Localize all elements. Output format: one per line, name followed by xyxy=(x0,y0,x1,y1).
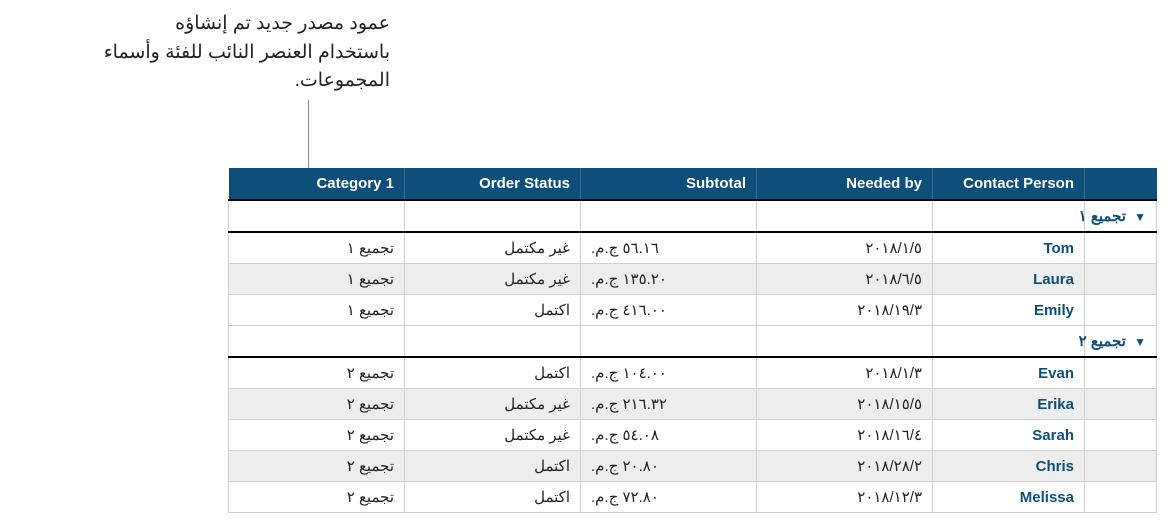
empty-cell xyxy=(1085,357,1157,389)
group-header-row[interactable]: ▼ تجميع ٢ xyxy=(229,326,1157,358)
table-row[interactable]: تجميع ٢غير مكتمل٢١٦.٣٢ ج.م.٢٠١٨/١٥/٥Erik… xyxy=(229,389,1157,420)
cell-needed-by: ٢٠١٨/١٦/٤ xyxy=(757,420,933,451)
empty-cell xyxy=(757,326,933,358)
table-header-row: Category 1 Order Status Subtotal Needed … xyxy=(229,168,1157,200)
table-row[interactable]: تجميع ١غير مكتمل١٣٥.٢٠ ج.م.٢٠١٨/٦/٥Laura xyxy=(229,264,1157,295)
col-header-order-status[interactable]: Order Status xyxy=(405,168,581,200)
empty-cell xyxy=(405,200,581,232)
cell-category: تجميع ٢ xyxy=(229,357,405,389)
disclosure-triangle-icon[interactable]: ▼ xyxy=(1134,335,1146,349)
empty-cell xyxy=(1085,389,1157,420)
table-row[interactable]: تجميع ١اكتمل٤١٦.٠٠ ج.م.٢٠١٨/١٩/٣Emily xyxy=(229,295,1157,326)
cell-needed-by: ٢٠١٨/٦/٥ xyxy=(757,264,933,295)
group-label-cell[interactable]: ▼ تجميع ١ xyxy=(1085,200,1157,232)
cell-contact-person[interactable]: Chris xyxy=(933,451,1085,482)
cell-contact-person[interactable]: Laura xyxy=(933,264,1085,295)
cell-order-status: اكتمل xyxy=(405,357,581,389)
cell-order-status: اكتمل xyxy=(405,451,581,482)
cell-subtotal: ٤١٦.٠٠ ج.م. xyxy=(581,295,757,326)
cell-order-status: اكتمل xyxy=(405,295,581,326)
cell-needed-by: ٢٠١٨/٢٨/٢ xyxy=(757,451,933,482)
cell-subtotal: ١٣٥.٢٠ ج.م. xyxy=(581,264,757,295)
cell-category: تجميع ٢ xyxy=(229,451,405,482)
col-header-contact-person[interactable]: Contact Person xyxy=(933,168,1085,200)
cell-needed-by: ٢٠١٨/١٩/٣ xyxy=(757,295,933,326)
cell-contact-person[interactable]: Erika xyxy=(933,389,1085,420)
table-body: ▼ تجميع ١تجميع ١غير مكتمل٥٦.١٦ ج.م.٢٠١٨/… xyxy=(229,200,1157,513)
cell-needed-by: ٢٠١٨/١٥/٥ xyxy=(757,389,933,420)
empty-cell xyxy=(581,326,757,358)
empty-cell xyxy=(1085,264,1157,295)
cell-order-status: غير مكتمل xyxy=(405,389,581,420)
table-row[interactable]: تجميع ٢اكتمل٧٢.٨٠ ج.م.٢٠١٨/١٢/٣Melissa xyxy=(229,482,1157,513)
cell-contact-person[interactable]: Emily xyxy=(933,295,1085,326)
cell-needed-by: ٢٠١٨/١٢/٣ xyxy=(757,482,933,513)
cell-subtotal: ٢١٦.٣٢ ج.م. xyxy=(581,389,757,420)
cell-needed-by: ٢٠١٨/١/٣ xyxy=(757,357,933,389)
empty-cell xyxy=(1085,451,1157,482)
disclosure-triangle-icon[interactable]: ▼ xyxy=(1134,210,1146,224)
category-table: Category 1 Order Status Subtotal Needed … xyxy=(228,168,1157,513)
cell-order-status: غير مكتمل xyxy=(405,420,581,451)
cell-category: تجميع ٢ xyxy=(229,482,405,513)
cell-contact-person[interactable]: Melissa xyxy=(933,482,1085,513)
empty-cell xyxy=(1085,232,1157,264)
empty-cell xyxy=(933,200,1085,232)
cell-order-status: غير مكتمل xyxy=(405,232,581,264)
col-header-empty xyxy=(1085,168,1157,200)
empty-cell xyxy=(581,200,757,232)
col-header-category[interactable]: Category 1 xyxy=(229,168,405,200)
cell-subtotal: ٥٤.٠٨ ج.م. xyxy=(581,420,757,451)
cell-subtotal: ٢٠.٨٠ ج.م. xyxy=(581,451,757,482)
empty-cell xyxy=(1085,295,1157,326)
cell-category: تجميع ٢ xyxy=(229,389,405,420)
cell-category: تجميع ٢ xyxy=(229,420,405,451)
col-header-subtotal[interactable]: Subtotal xyxy=(581,168,757,200)
empty-cell xyxy=(229,326,405,358)
cell-contact-person[interactable]: Evan xyxy=(933,357,1085,389)
group-label: تجميع ١ xyxy=(1079,208,1126,225)
empty-cell xyxy=(933,326,1085,358)
cell-order-status: غير مكتمل xyxy=(405,264,581,295)
callout-leader-line xyxy=(308,100,309,168)
group-header-row[interactable]: ▼ تجميع ١ xyxy=(229,200,1157,232)
group-label: تجميع ٢ xyxy=(1079,333,1126,350)
cell-contact-person[interactable]: Tom xyxy=(933,232,1085,264)
cell-subtotal: ٧٢.٨٠ ج.م. xyxy=(581,482,757,513)
table-row[interactable]: تجميع ٢اكتمل٢٠.٨٠ ج.م.٢٠١٨/٢٨/٢Chris xyxy=(229,451,1157,482)
table-row[interactable]: تجميع ١غير مكتمل٥٦.١٦ ج.م.٢٠١٨/١/٥Tom xyxy=(229,232,1157,264)
empty-cell xyxy=(1085,482,1157,513)
cell-needed-by: ٢٠١٨/١/٥ xyxy=(757,232,933,264)
cell-subtotal: ١٠٤.٠٠ ج.م. xyxy=(581,357,757,389)
cell-category: تجميع ١ xyxy=(229,295,405,326)
cell-subtotal: ٥٦.١٦ ج.م. xyxy=(581,232,757,264)
cell-category: تجميع ١ xyxy=(229,264,405,295)
category-table-wrap: Category 1 Order Status Subtotal Needed … xyxy=(228,168,1156,513)
cell-order-status: اكتمل xyxy=(405,482,581,513)
table-row[interactable]: تجميع ٢اكتمل١٠٤.٠٠ ج.م.٢٠١٨/١/٣Evan xyxy=(229,357,1157,389)
empty-cell xyxy=(1085,420,1157,451)
empty-cell xyxy=(229,200,405,232)
callout-text: عمود مصدر جديد تم إنشاؤه باستخدام العنصر… xyxy=(100,10,390,96)
cell-category: تجميع ١ xyxy=(229,232,405,264)
empty-cell xyxy=(405,326,581,358)
cell-contact-person[interactable]: Sarah xyxy=(933,420,1085,451)
empty-cell xyxy=(757,200,933,232)
group-label-cell[interactable]: ▼ تجميع ٢ xyxy=(1085,326,1157,358)
table-row[interactable]: تجميع ٢غير مكتمل٥٤.٠٨ ج.م.٢٠١٨/١٦/٤Sarah xyxy=(229,420,1157,451)
col-header-needed-by[interactable]: Needed by xyxy=(757,168,933,200)
